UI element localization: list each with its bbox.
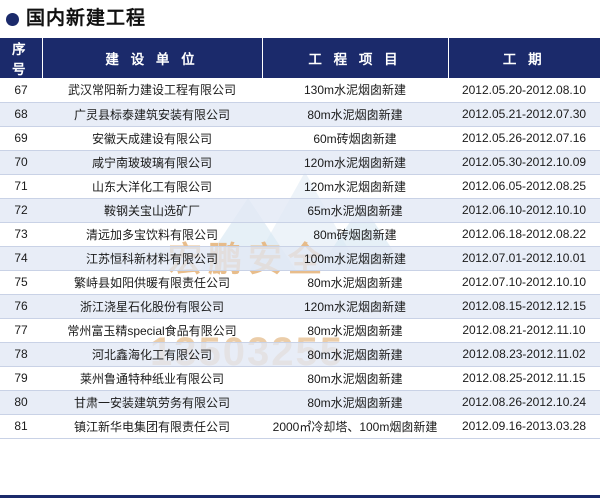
cell-duration: 2012.06.18-2012.08.22 <box>448 222 600 247</box>
cell-no: 74 <box>0 246 42 271</box>
cell-no: 69 <box>0 126 42 151</box>
cell-unit: 莱州鲁通特种纸业有限公司 <box>42 366 262 391</box>
cell-unit: 清远加多宝饮料有限公司 <box>42 222 262 247</box>
cell-no: 70 <box>0 150 42 175</box>
column-header-no: 序 号 <box>0 38 43 78</box>
cell-duration: 2012.08.23-2012.11.02 <box>448 342 600 367</box>
cell-project: 80m水泥烟囱新建 <box>262 318 448 343</box>
cell-unit: 咸宁南玻玻璃有限公司 <box>42 150 262 175</box>
cell-unit: 浙江浇星石化股份有限公司 <box>42 294 262 319</box>
table-row: 68 广灵县标泰建筑安装有限公司 80m水泥烟囱新建 2012.05.21-20… <box>0 102 600 127</box>
table-row: 69 安徽天成建设有限公司 60m砖烟囱新建 2012.05.26-2012.0… <box>0 126 600 151</box>
cell-duration: 2012.08.25-2012.11.15 <box>448 366 600 391</box>
cell-no: 76 <box>0 294 42 319</box>
cell-project: 80m水泥烟囱新建 <box>262 366 448 391</box>
cell-project: 60m砖烟囱新建 <box>262 126 448 151</box>
column-header-duration: 工 期 <box>448 38 600 78</box>
cell-unit: 武汉常阳新力建设工程有限公司 <box>42 78 262 103</box>
title-divider <box>0 495 600 498</box>
cell-project: 80m砖烟囱新建 <box>262 222 448 247</box>
cell-no: 72 <box>0 198 42 223</box>
cell-duration: 2012.05.20-2012.08.10 <box>448 78 600 103</box>
table-header: 序 号 建 设 单 位 工 程 项 目 工 期 <box>0 38 600 78</box>
cell-duration: 2012.08.26-2012.10.24 <box>448 390 600 415</box>
table-row: 78 河北鑫海化工有限公司 80m水泥烟囱新建 2012.08.23-2012.… <box>0 342 600 367</box>
cell-unit: 江苏恒科新材料有限公司 <box>42 246 262 271</box>
page-title: 国内新建工程 <box>0 0 600 38</box>
cell-duration: 2012.07.01-2012.10.01 <box>448 246 600 271</box>
cell-unit: 广灵县标泰建筑安装有限公司 <box>42 102 262 127</box>
cell-no: 75 <box>0 270 42 295</box>
cell-unit: 鞍钢关宝山选矿厂 <box>42 198 262 223</box>
cell-no: 79 <box>0 366 42 391</box>
cell-duration: 2012.06.10-2012.10.10 <box>448 198 600 223</box>
cell-unit: 甘肃一安装建筑劳务有限公司 <box>42 390 262 415</box>
cell-unit: 安徽天成建设有限公司 <box>42 126 262 151</box>
column-header-unit: 建 设 单 位 <box>42 38 263 78</box>
cell-unit: 河北鑫海化工有限公司 <box>42 342 262 367</box>
cell-no: 71 <box>0 174 42 199</box>
cell-no: 67 <box>0 78 42 103</box>
table-row: 79 莱州鲁通特种纸业有限公司 80m水泥烟囱新建 2012.08.25-201… <box>0 366 600 391</box>
cell-duration: 2012.06.05-2012.08.25 <box>448 174 600 199</box>
table-row: 71 山东大洋化工有限公司 120m水泥烟囱新建 2012.06.05-2012… <box>0 174 600 199</box>
cell-unit: 山东大洋化工有限公司 <box>42 174 262 199</box>
cell-no: 73 <box>0 222 42 247</box>
cell-no: 78 <box>0 342 42 367</box>
cell-project: 130m水泥烟囱新建 <box>262 78 448 103</box>
cell-project: 100m水泥烟囱新建 <box>262 246 448 271</box>
table-row: 72 鞍钢关宝山选矿厂 65m水泥烟囱新建 2012.06.10-2012.10… <box>0 198 600 223</box>
table-header-row: 序 号 建 设 单 位 工 程 项 目 工 期 <box>0 38 600 78</box>
projects-table: 序 号 建 设 单 位 工 程 项 目 工 期 67 武汉常阳新力建设工程有限公… <box>0 38 600 439</box>
page-title-text: 国内新建工程 <box>26 7 147 29</box>
cell-project: 80m水泥烟囱新建 <box>262 102 448 127</box>
cell-project: 80m水泥烟囱新建 <box>262 270 448 295</box>
table-row: 81 镇江新华电集团有限责任公司 2000㎡冷却塔、100m烟囱新建 2012.… <box>0 414 600 439</box>
cell-duration: 2012.05.30-2012.10.09 <box>448 150 600 175</box>
cell-duration: 2012.08.15-2012.12.15 <box>448 294 600 319</box>
cell-no: 68 <box>0 102 42 127</box>
table-row: 67 武汉常阳新力建设工程有限公司 130m水泥烟囱新建 2012.05.20-… <box>0 78 600 103</box>
table-row: 80 甘肃一安装建筑劳务有限公司 80m水泥烟囱新建 2012.08.26-20… <box>0 390 600 415</box>
table-row: 70 咸宁南玻玻璃有限公司 120m水泥烟囱新建 2012.05.30-2012… <box>0 150 600 175</box>
table-row: 74 江苏恒科新材料有限公司 100m水泥烟囱新建 2012.07.01-201… <box>0 246 600 271</box>
table-row: 77 常州富玉精special食品有限公司 80m水泥烟囱新建 2012.08.… <box>0 318 600 343</box>
cell-project: 80m水泥烟囱新建 <box>262 390 448 415</box>
table-row: 75 繁峙县如阳供暖有限责任公司 80m水泥烟囱新建 2012.07.10-20… <box>0 270 600 295</box>
cell-duration: 2012.05.26-2012.07.16 <box>448 126 600 151</box>
column-header-project: 工 程 项 目 <box>262 38 449 78</box>
cell-project: 65m水泥烟囱新建 <box>262 198 448 223</box>
table-body: 67 武汉常阳新力建设工程有限公司 130m水泥烟囱新建 2012.05.20-… <box>0 78 600 439</box>
cell-duration: 2012.09.16-2013.03.28 <box>448 414 600 439</box>
cell-project: 120m水泥烟囱新建 <box>262 294 448 319</box>
cell-project: 2000㎡冷却塔、100m烟囱新建 <box>262 414 448 439</box>
cell-unit: 镇江新华电集团有限责任公司 <box>42 414 262 439</box>
cell-duration: 2012.07.10-2012.10.10 <box>448 270 600 295</box>
cell-no: 80 <box>0 390 42 415</box>
cell-project: 120m水泥烟囱新建 <box>262 150 448 175</box>
table-row: 73 清远加多宝饮料有限公司 80m砖烟囱新建 2012.06.18-2012.… <box>0 222 600 247</box>
cell-unit: 常州富玉精special食品有限公司 <box>42 318 262 343</box>
cell-no: 81 <box>0 414 42 439</box>
cell-project: 120m水泥烟囱新建 <box>262 174 448 199</box>
cell-duration: 2012.08.21-2012.11.10 <box>448 318 600 343</box>
cell-duration: 2012.05.21-2012.07.30 <box>448 102 600 127</box>
cell-unit: 繁峙县如阳供暖有限责任公司 <box>42 270 262 295</box>
table-row: 76 浙江浇星石化股份有限公司 120m水泥烟囱新建 2012.08.15-20… <box>0 294 600 319</box>
cell-project: 80m水泥烟囱新建 <box>262 342 448 367</box>
bullet-icon <box>6 12 19 26</box>
cell-no: 77 <box>0 318 42 343</box>
